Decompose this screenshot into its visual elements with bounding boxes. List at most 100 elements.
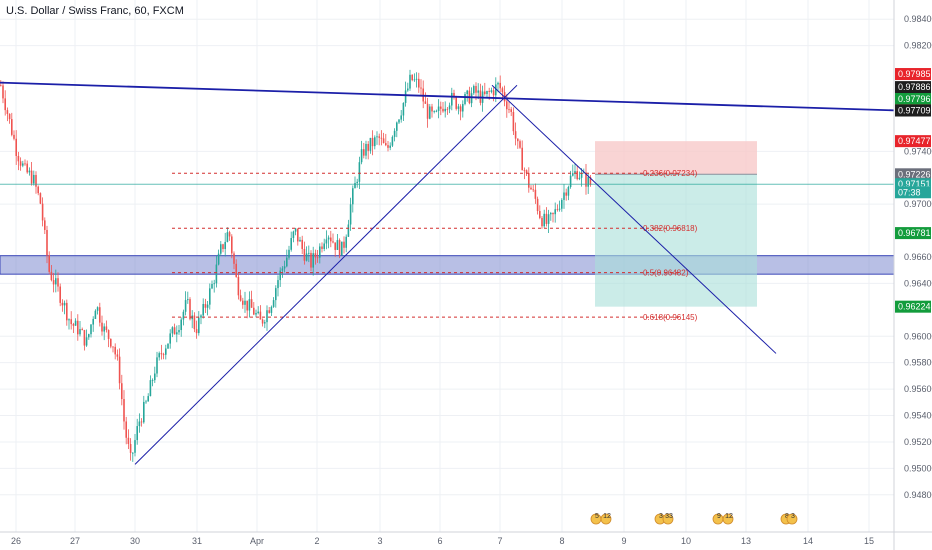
price-tag <box>895 104 931 117</box>
candle-body <box>134 440 136 453</box>
candle-body <box>176 332 178 335</box>
event-count-label: 9 <box>717 513 721 520</box>
candle-body <box>123 399 125 422</box>
candles <box>0 69 592 462</box>
time-axis[interactable]: 26 27 30 31 Apr 2 3 6 7 8 9 10 13 14 15 <box>0 531 932 546</box>
candle-body <box>451 92 453 106</box>
candle-body <box>380 137 383 139</box>
candle-body <box>162 354 165 356</box>
candle-body <box>94 310 97 319</box>
candle-body <box>473 86 475 94</box>
take-profit-zone <box>595 174 757 307</box>
price-tag <box>895 186 931 199</box>
candle-body <box>46 229 48 256</box>
event-flag-icon[interactable] <box>786 513 798 525</box>
candle-body <box>136 426 138 441</box>
candle-body <box>345 236 347 248</box>
candle-body <box>312 253 314 268</box>
candle-body <box>286 257 288 267</box>
candle-body <box>545 213 548 224</box>
price-tag-label: 0.97985 <box>898 69 931 79</box>
event-flag-icon[interactable] <box>662 513 674 525</box>
candle-body <box>539 211 541 218</box>
candle-body <box>530 187 532 190</box>
economic-events[interactable]: 5 12 3 33 9 12 8 3 <box>590 513 798 525</box>
drawing-zones <box>0 141 895 307</box>
candle-body <box>321 246 323 249</box>
candle-body <box>453 92 455 97</box>
candle-body <box>220 244 222 254</box>
candle-body <box>519 141 521 148</box>
event-count-label: 3 <box>659 513 663 520</box>
candle-body <box>334 242 336 250</box>
event-flag-icon[interactable] <box>722 513 734 525</box>
candle-body <box>437 106 440 111</box>
candle-body <box>11 119 13 135</box>
candle-body <box>495 84 497 96</box>
candle-body <box>83 330 86 346</box>
event-flag-icon[interactable] <box>600 513 612 525</box>
candle-body <box>508 109 510 111</box>
candle-body <box>270 306 273 313</box>
candle-body <box>167 343 169 349</box>
candle-body <box>103 326 105 332</box>
candle-body <box>319 246 321 258</box>
candle-body <box>288 249 290 258</box>
candle-body <box>462 104 464 112</box>
candle-body <box>28 170 31 173</box>
candle-body <box>99 307 101 323</box>
candle-body <box>330 237 332 242</box>
time-tick-label: 31 <box>192 536 202 546</box>
candle-body <box>299 239 301 242</box>
candle-body <box>160 353 163 355</box>
candle-body <box>523 170 526 172</box>
candle-body <box>279 270 281 281</box>
candle-body <box>382 138 385 144</box>
candle-body <box>132 452 134 454</box>
price-tag-label: 0.96224 <box>898 302 931 312</box>
candle-body <box>477 90 479 93</box>
candle-body <box>35 174 37 187</box>
candle-body <box>52 280 55 285</box>
chart-title: U.S. Dollar / Swiss Franc, 60, FXCM <box>6 5 184 17</box>
candle-body <box>409 74 411 89</box>
event-count-label: 3 <box>791 513 795 520</box>
event-count-label: 8 <box>785 513 789 520</box>
descending-trendline <box>491 84 777 354</box>
time-tick-label: 27 <box>70 536 80 546</box>
candle-body <box>470 93 473 104</box>
candle-body <box>429 106 431 119</box>
price-tag <box>895 81 931 94</box>
candle-body <box>272 300 275 307</box>
price-tag-label: 0.97886 <box>898 82 931 92</box>
candle-body <box>79 329 81 335</box>
event-count-label: 33 <box>665 513 673 520</box>
drawing-lines: 0.236(0.97234) 0.382(0.96818) 0.5(0.96482)… <box>0 81 895 465</box>
candle-body <box>231 236 233 254</box>
candle-body <box>6 110 9 114</box>
candle-body <box>525 170 528 174</box>
candle-body <box>257 311 259 314</box>
candle-body <box>292 231 295 239</box>
price-tag <box>895 135 931 148</box>
candle-body <box>189 299 191 320</box>
time-tick-label: 15 <box>864 536 874 546</box>
price-tag-label: 0.97796 <box>898 94 931 104</box>
candle-body <box>178 330 180 333</box>
candle-body <box>411 74 413 81</box>
candle-body <box>19 161 22 166</box>
candle-body <box>371 137 374 147</box>
candle-body <box>448 105 451 110</box>
candle-body <box>391 136 394 146</box>
candle-body <box>558 208 561 210</box>
candle-body <box>61 302 64 306</box>
candle-body <box>565 192 567 196</box>
candle-body <box>222 244 224 250</box>
